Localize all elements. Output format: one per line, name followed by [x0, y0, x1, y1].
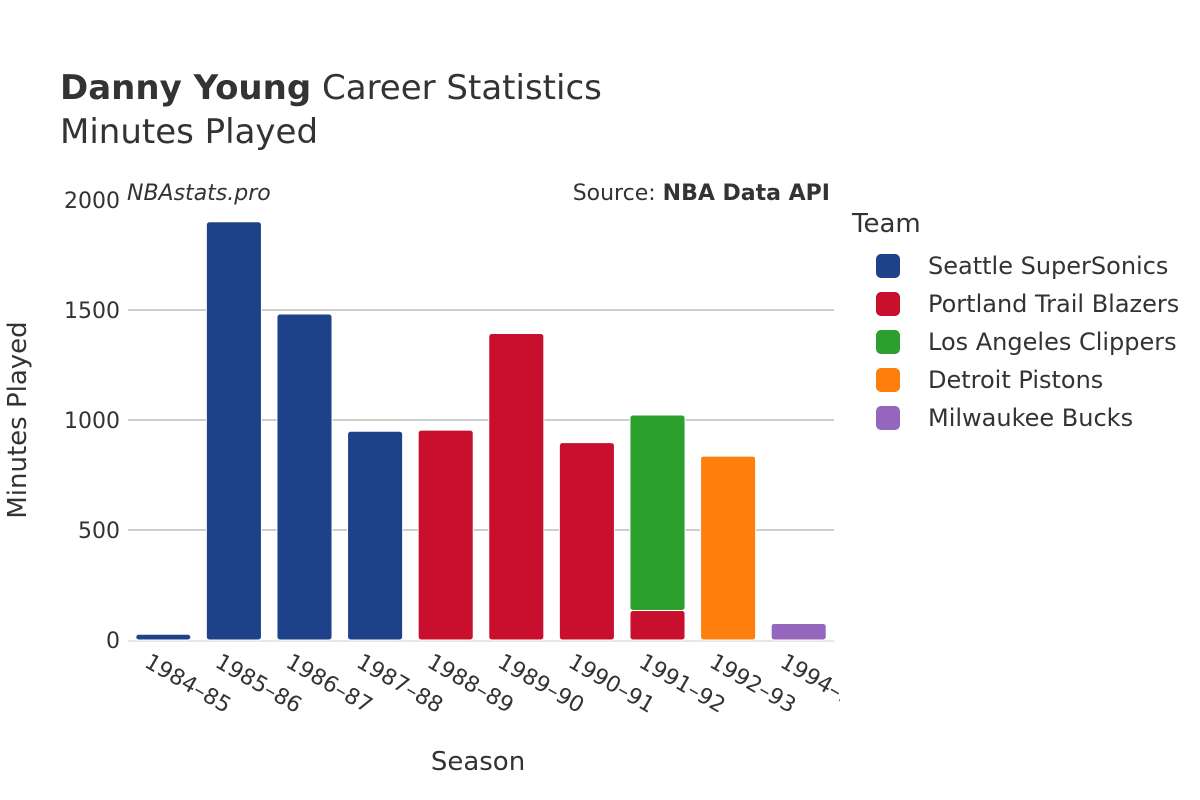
y-tick-label: 0 [106, 629, 120, 654]
source-credit: Source: NBA Data API [573, 181, 830, 206]
bar-1991–92-portland-trail-blazers[interactable] [629, 610, 686, 641]
legend-title: Team [852, 209, 921, 239]
legend-item-detroit-pistons[interactable]: Detroit Pistons [876, 366, 1103, 394]
legend-label: Los Angeles Clippers [928, 328, 1177, 356]
legend-item-milwaukee-bucks[interactable]: Milwaukee Bucks [876, 404, 1133, 432]
y-axis-label: Minutes Played [3, 321, 33, 518]
y-tick-label: 2000 [64, 189, 120, 214]
legend-label: Portland Trail Blazers [928, 290, 1180, 318]
chart-title-rest: Career Statistics [311, 68, 602, 108]
source-label: Source: [573, 181, 663, 206]
x-axis-label: Season [431, 747, 525, 777]
bar-1985–86-seattle-supersonics[interactable] [205, 221, 262, 641]
bar-chart: 0 500 1000 1500 2000 1984–851985–861986–8719… [3, 181, 840, 777]
legend-swatch [876, 254, 900, 278]
legend-label: Detroit Pistons [928, 366, 1104, 394]
bar-1991–92-los-angeles-clippers[interactable] [629, 414, 686, 612]
legend-swatch [876, 330, 900, 354]
legend-item-portland-trail-blazers[interactable]: Portland Trail Blazers [876, 290, 1179, 318]
source-value: NBA Data API [663, 181, 830, 206]
chart-title: Danny Young Career Statistics [60, 68, 602, 108]
bar-1994–95-milwaukee-bucks[interactable] [770, 623, 827, 641]
bar-1988–89-portland-trail-blazers[interactable] [417, 429, 474, 641]
legend-item-los-angeles-clippers[interactable]: Los Angeles Clippers [876, 328, 1177, 356]
chart-subtitle: Minutes Played [60, 112, 319, 152]
bar-1992–93-detroit-pistons[interactable] [700, 455, 757, 641]
legend-label: Seattle SuperSonics [928, 252, 1169, 280]
bar-group [135, 221, 827, 641]
y-tick-label: 500 [78, 519, 120, 544]
bar-1990–91-portland-trail-blazers[interactable] [558, 442, 615, 641]
chart-title-player: Danny Young [60, 68, 312, 108]
bar-1989–90-portland-trail-blazers[interactable] [488, 333, 545, 641]
bar-1984–85-seattle-supersonics[interactable] [135, 633, 192, 641]
watermark: NBAstats.pro [127, 181, 271, 206]
legend-swatch [876, 406, 900, 430]
y-tick-label: 1500 [64, 299, 120, 324]
legend-swatch [876, 368, 900, 392]
legend-swatch [876, 292, 900, 316]
bar-1986–87-seattle-supersonics[interactable] [276, 313, 333, 641]
y-tick-labels: 0 500 1000 1500 2000 [64, 189, 120, 654]
bar-1987–88-seattle-supersonics[interactable] [347, 430, 404, 641]
y-tick-label: 1000 [64, 409, 120, 434]
x-tick-labels: 1984–851985–861986–871987–881988–891989–… [140, 650, 840, 719]
legend-label: Milwaukee Bucks [928, 404, 1134, 432]
legend-item-seattle-supersonics[interactable]: Seattle SuperSonics [876, 252, 1168, 280]
